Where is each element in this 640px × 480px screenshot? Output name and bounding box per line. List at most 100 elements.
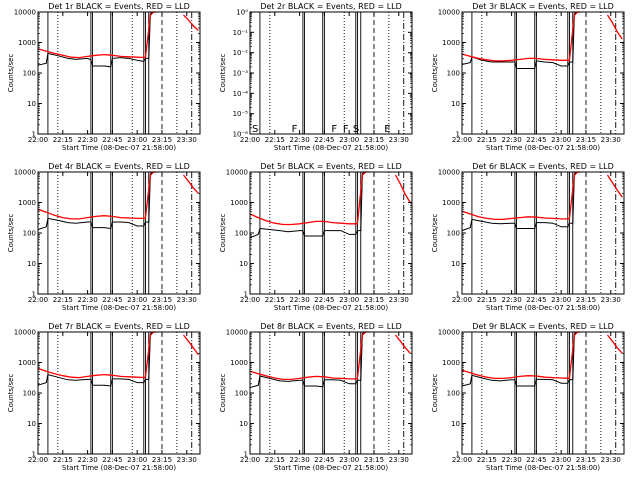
x-tick-label: 23:15 (152, 296, 172, 304)
y-tick-label: 10000 (14, 329, 36, 337)
y-tick-label: 1000 (18, 199, 36, 207)
lld-series-line (37, 171, 157, 220)
lld-series-line (37, 331, 157, 379)
y-tick-label: 1000 (18, 359, 36, 367)
y-tick-label: 10000 (438, 329, 460, 337)
y-tick-label: 1000 (18, 39, 36, 47)
x-tick-label: 23:00 (339, 456, 359, 464)
x-axis-label: Start Time (08-Dec-07 21:58:00) (62, 144, 176, 152)
events-series-line (461, 11, 581, 69)
y-tick-label: 1000 (230, 199, 248, 207)
x-tick-label: 22:30 (289, 296, 309, 304)
y-axis-label: Counts/sec (219, 374, 227, 413)
lld-series-line (249, 171, 369, 226)
x-tick-label: 23:30 (601, 456, 621, 464)
y-tick-label: 10000 (438, 9, 460, 17)
events-series-line (37, 11, 157, 68)
x-axis-label: Start Time (08-Dec-07 21:58:00) (62, 304, 176, 312)
x-tick-label: 23:00 (339, 136, 359, 144)
x-tick-label: 23:15 (364, 136, 384, 144)
panel-title: Det 2r BLACK = Events, RED = LLD (260, 2, 402, 11)
x-tick-label: 22:00 (240, 296, 260, 304)
x-tick-label: 23:15 (576, 296, 596, 304)
x-tick-label: 22:00 (452, 456, 472, 464)
x-tick-label: 23:00 (127, 456, 147, 464)
panel-title: Det 7r BLACK = Events, RED = LLD (48, 322, 190, 331)
events-series-line (37, 331, 157, 387)
y-tick-label: 1 (456, 451, 460, 459)
x-axis-label: Start Time (08-Dec-07 21:58:00) (274, 464, 388, 472)
events-series-line (249, 171, 369, 239)
x-tick-label: 23:15 (364, 296, 384, 304)
y-tick-label: 1000 (442, 199, 460, 207)
x-axis-label: Start Time (08-Dec-07 21:58:00) (486, 304, 600, 312)
x-tick-label: 22:00 (28, 296, 48, 304)
x-tick-label: 22:45 (526, 456, 546, 464)
x-tick-label: 22:00 (452, 136, 472, 144)
x-tick-label: 22:00 (452, 296, 472, 304)
x-tick-label: 22:30 (289, 456, 309, 464)
x-tick-label: 23:00 (551, 296, 571, 304)
events-series-line (461, 331, 581, 387)
y-axis-label: Counts/sec (431, 214, 439, 253)
x-tick-label: 22:15 (477, 296, 497, 304)
y-tick-label: 10⁰ (236, 9, 248, 17)
x-tick-label: 22:45 (314, 296, 334, 304)
x-tick-label: 23:15 (576, 456, 596, 464)
lld-series-line (182, 174, 199, 194)
panel-det-9: Det 9r BLACK = Events, RED = LLD 1 10 100 10… (431, 322, 625, 472)
x-tick-label: 22:45 (314, 136, 334, 144)
panel-title: Det 5r BLACK = Events, RED = LLD (260, 162, 402, 171)
x-tick-label: 22:15 (53, 296, 73, 304)
state-annotation-label: F (331, 124, 337, 135)
state-annotation-label: S (252, 124, 258, 135)
y-axis-label: Counts/sec (431, 54, 439, 93)
x-tick-label: 23:00 (127, 296, 147, 304)
y-tick-label: 1 (32, 131, 36, 139)
y-tick-label: 100 (447, 390, 460, 398)
lld-series-line (249, 331, 369, 381)
events-series-line (37, 171, 157, 230)
x-tick-label: 23:30 (177, 456, 197, 464)
x-tick-label: 22:00 (28, 136, 48, 144)
x-axis-label: Start Time (08-Dec-07 21:58:00) (62, 464, 176, 472)
x-tick-label: 22:30 (501, 456, 521, 464)
lld-series-line (183, 14, 199, 31)
events-series-line (461, 171, 581, 232)
y-tick-label: 1 (244, 291, 248, 299)
x-tick-label: 22:45 (526, 296, 546, 304)
y-tick-label: 10000 (14, 9, 36, 17)
y-tick-label: 10 (239, 420, 248, 428)
x-tick-label: 23:00 (551, 136, 571, 144)
events-series-line (249, 331, 369, 389)
y-tick-label: 1 (456, 291, 460, 299)
y-tick-label: 10⁻³ (233, 70, 249, 78)
y-tick-label: 10⁻⁶ (233, 131, 249, 139)
y-tick-label: 10000 (226, 169, 248, 177)
y-tick-label: 10 (451, 420, 460, 428)
y-axis-label: Counts/sec (7, 214, 15, 253)
lld-series-line (182, 334, 199, 356)
y-tick-label: 100 (235, 390, 248, 398)
x-tick-label: 22:30 (77, 456, 97, 464)
panel-det-4: Det 4r BLACK = Events, RED = LLD 1 10 100 10… (7, 162, 201, 312)
lld-series-line (461, 171, 581, 221)
x-tick-label: 22:00 (240, 456, 260, 464)
y-axis-label: Counts/sec (219, 54, 227, 93)
x-tick-label: 22:15 (477, 136, 497, 144)
y-axis-label: Counts/sec (7, 54, 15, 93)
x-tick-label: 22:30 (501, 136, 521, 144)
y-tick-label: 100 (447, 70, 460, 78)
y-tick-label: 1 (32, 451, 36, 459)
lld-series-line (394, 174, 411, 203)
y-tick-label: 100 (23, 70, 36, 78)
panel-title: Det 8r BLACK = Events, RED = LLD (260, 322, 402, 331)
x-tick-label: 23:00 (127, 136, 147, 144)
panel-det-8: Det 8r BLACK = Events, RED = LLD 1 10 100 10… (219, 322, 413, 472)
x-tick-label: 22:30 (77, 136, 97, 144)
state-annotation-label: S (353, 124, 359, 135)
y-tick-label: 100 (447, 230, 460, 238)
panel-title: Det 9r BLACK = Events, RED = LLD (472, 322, 614, 331)
y-tick-label: 1000 (230, 359, 248, 367)
lld-series-line (461, 11, 581, 62)
